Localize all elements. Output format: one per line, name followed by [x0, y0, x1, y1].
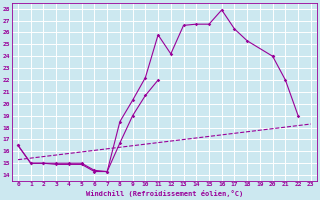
X-axis label: Windchill (Refroidissement éolien,°C): Windchill (Refroidissement éolien,°C) [86, 190, 243, 197]
